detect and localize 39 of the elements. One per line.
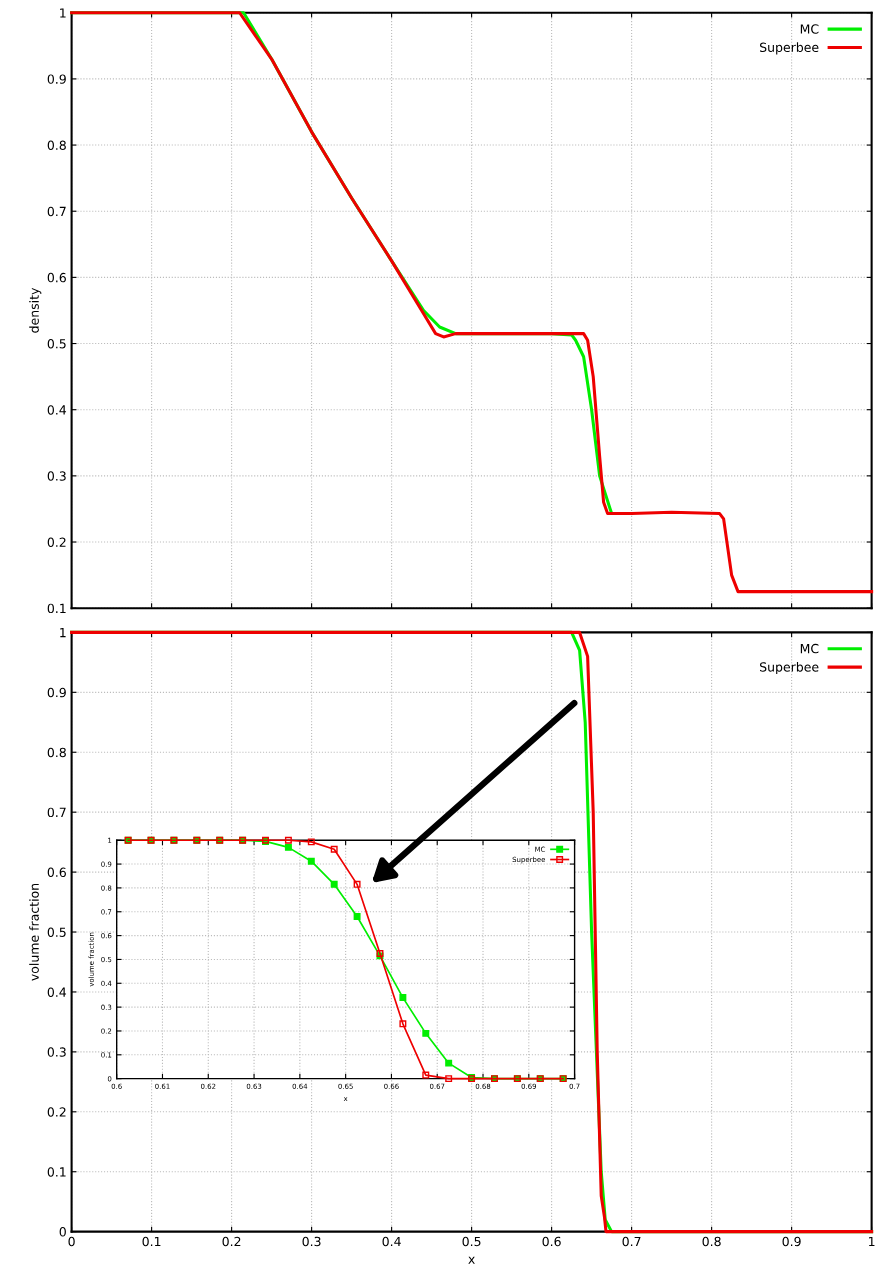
x-axis-title: x — [468, 1256, 475, 1264]
x-tick-label: 0.9 — [782, 1236, 801, 1247]
y-tick-label: 1 — [60, 628, 66, 638]
y-tick-label: 0.2 — [47, 1107, 66, 1117]
y-tick-label: 0.4 — [47, 405, 67, 415]
y-tick-label: 0.6 — [47, 272, 66, 283]
legend-label: MC — [800, 643, 819, 654]
y-tick-label: 0.8 — [47, 747, 66, 758]
y-tick-label: 0.1 — [47, 603, 66, 614]
x-tick-label: 0.4 — [382, 1236, 401, 1247]
x-tick-label: 1 — [869, 1236, 875, 1247]
x-tick-label: 0.5 — [462, 1236, 481, 1247]
legend-label: Superbee — [760, 42, 819, 55]
x-tick-label: 0.3 — [302, 1236, 321, 1247]
x-tick-label: 0 — [68, 1236, 75, 1247]
y-tick-label: 0.5 — [47, 339, 66, 349]
y-axis-title: density — [29, 287, 42, 333]
y-tick-label: 0.8 — [47, 140, 66, 150]
legend-label: MC — [800, 24, 819, 34]
y-tick-label: 0.4 — [47, 987, 67, 997]
x-tick-label: 0.2 — [222, 1236, 241, 1247]
x-tick-label: 0.6 — [542, 1236, 561, 1247]
y-tick-label: 0.6 — [47, 867, 66, 878]
legend-label: Superbee — [760, 662, 819, 675]
y-tick-label: 0.3 — [47, 471, 66, 481]
y-tick-label: 0.2 — [47, 537, 66, 547]
y-tick-label: 0.9 — [47, 687, 66, 698]
y-tick-label: 0.3 — [47, 1047, 66, 1057]
x-tick-label: 0.8 — [702, 1236, 721, 1247]
y-tick-label: 0.1 — [47, 1167, 66, 1177]
y-tick-label: 0 — [59, 1227, 66, 1237]
y-tick-label: 0.5 — [47, 927, 66, 937]
y-axis-title: volume fraction — [29, 883, 39, 981]
y-tick-label: 0.7 — [47, 206, 66, 217]
x-tick-label: 0.1 — [142, 1236, 161, 1247]
y-tick-label: 0.7 — [47, 807, 66, 818]
x-tick-label: 0.7 — [622, 1236, 641, 1247]
y-tick-label: 1 — [60, 8, 66, 18]
y-tick-label: 0.9 — [47, 74, 66, 84]
